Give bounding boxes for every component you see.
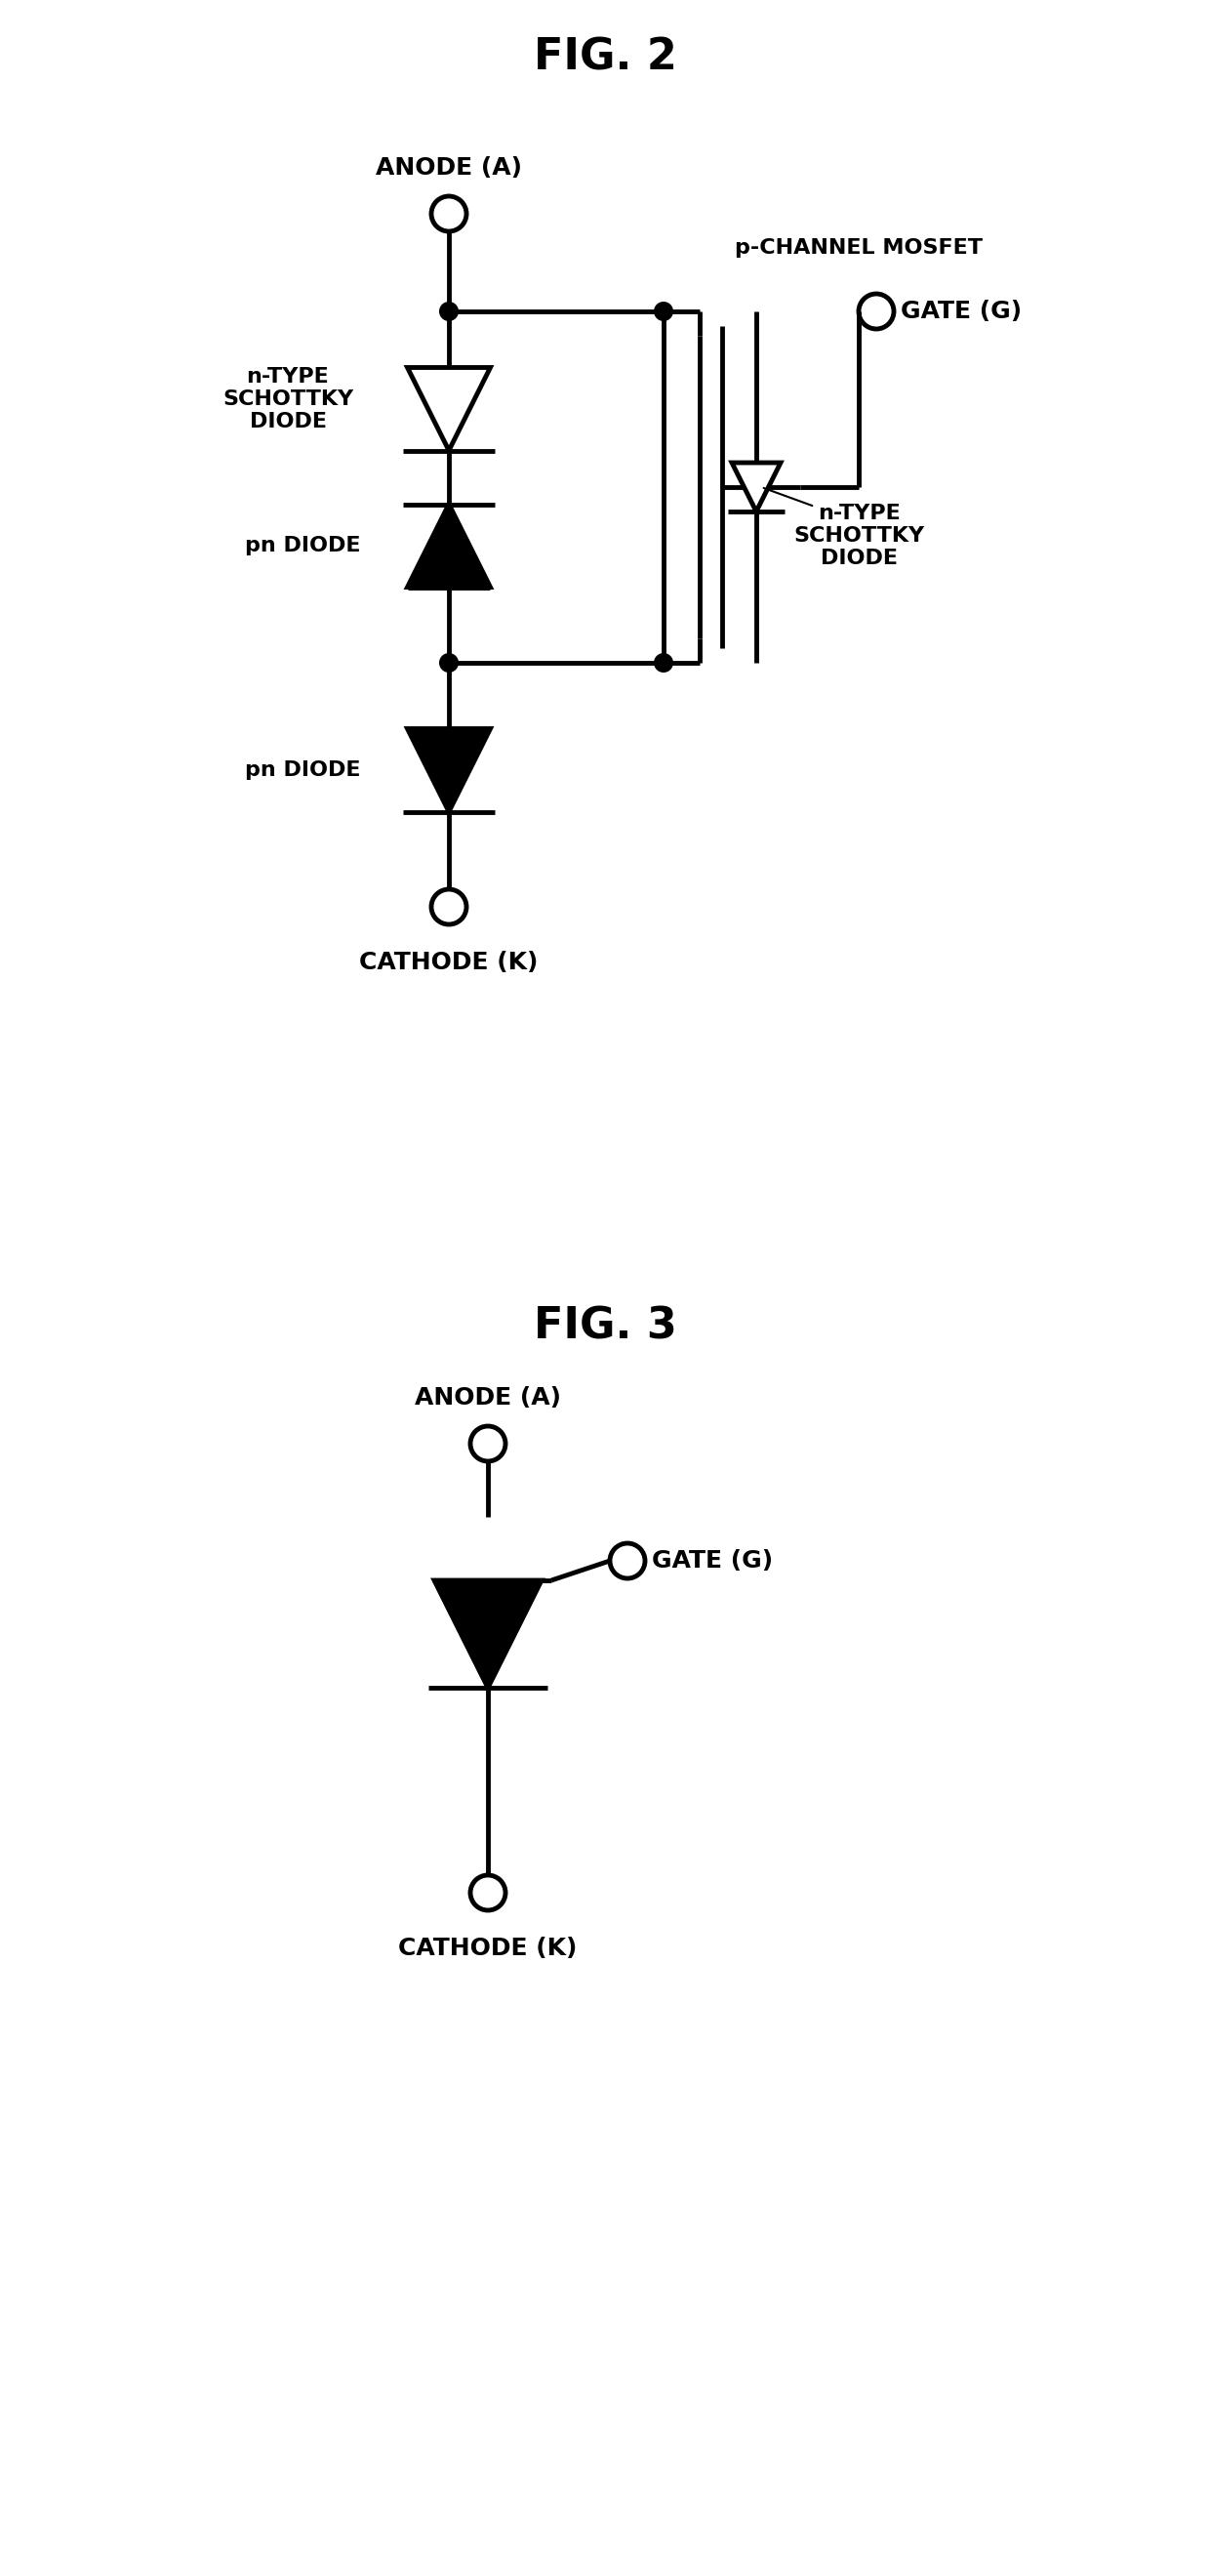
Circle shape (439, 654, 459, 672)
Text: FIG. 2: FIG. 2 (534, 36, 676, 80)
Text: CATHODE (K): CATHODE (K) (359, 951, 538, 974)
Circle shape (653, 301, 673, 322)
Text: p-CHANNEL MOSFET: p-CHANNEL MOSFET (734, 237, 983, 258)
Polygon shape (408, 729, 490, 811)
Text: GATE (G): GATE (G) (900, 299, 1021, 322)
Text: FIG. 3: FIG. 3 (534, 1306, 676, 1347)
Polygon shape (434, 1579, 542, 1687)
Polygon shape (732, 464, 780, 513)
Text: GATE (G): GATE (G) (652, 1548, 773, 1571)
Circle shape (439, 301, 459, 322)
Text: CATHODE (K): CATHODE (K) (398, 1937, 577, 1960)
Text: pn DIODE: pn DIODE (244, 536, 361, 556)
Polygon shape (408, 368, 490, 451)
Circle shape (653, 654, 673, 672)
Text: n-TYPE
SCHOTTKY
DIODE: n-TYPE SCHOTTKY DIODE (223, 366, 353, 433)
Text: ANODE (A): ANODE (A) (415, 1386, 561, 1409)
Text: ANODE (A): ANODE (A) (375, 157, 522, 180)
Text: n-TYPE
SCHOTTKY
DIODE: n-TYPE SCHOTTKY DIODE (794, 502, 924, 569)
Polygon shape (408, 505, 490, 587)
Text: pn DIODE: pn DIODE (244, 760, 361, 781)
